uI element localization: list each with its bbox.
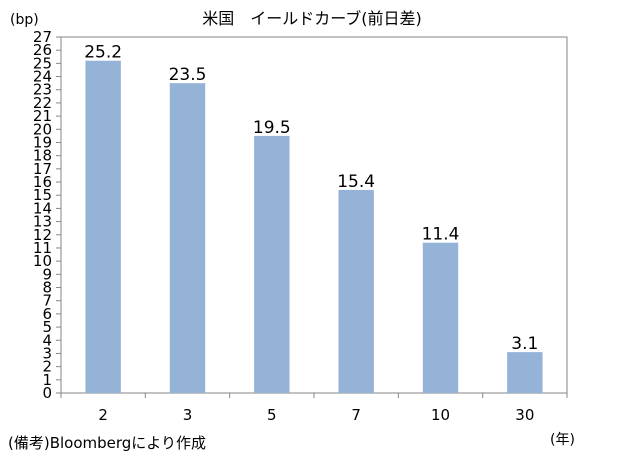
data-label: 3.1 xyxy=(511,334,538,354)
y-tick-label: 14 xyxy=(33,199,52,217)
data-label: 11.4 xyxy=(422,225,460,245)
x-tick-label: 30 xyxy=(515,406,534,424)
y-axis-unit: (bp) xyxy=(10,12,39,28)
x-tick-label: 10 xyxy=(431,406,450,424)
data-label: 25.2 xyxy=(84,43,122,63)
y-tick-label: 21 xyxy=(33,107,52,125)
y-tick-label: 9 xyxy=(42,265,52,283)
x-tick-label: 7 xyxy=(351,406,361,424)
data-label: 23.5 xyxy=(169,65,207,85)
bar-30 xyxy=(507,352,543,393)
y-tick-label: 20 xyxy=(33,120,52,138)
y-tick-label: 11 xyxy=(33,239,52,257)
y-tick-label: 13 xyxy=(33,213,52,231)
y-tick-label: 27 xyxy=(33,28,52,46)
y-tick-label: 0 xyxy=(42,384,52,402)
bar-10 xyxy=(422,242,459,393)
y-tick-label: 22 xyxy=(33,94,52,112)
x-axis-unit: (年) xyxy=(550,432,575,448)
bar-7 xyxy=(338,189,374,393)
x-tick-label: 2 xyxy=(98,406,108,424)
y-tick-label: 17 xyxy=(33,160,52,178)
y-tick-label: 23 xyxy=(33,81,52,99)
y-tick-label: 25 xyxy=(33,54,52,72)
y-tick-label: 19 xyxy=(33,133,52,151)
data-label: 19.5 xyxy=(253,118,291,138)
data-label: 15.4 xyxy=(337,172,375,192)
y-tick-label: 10 xyxy=(33,252,52,270)
y-tick-label: 7 xyxy=(42,292,52,310)
y-tick-label: 16 xyxy=(33,173,52,191)
plot-area xyxy=(60,36,568,394)
y-tick-label: 18 xyxy=(33,147,52,165)
y-tick-label: 24 xyxy=(33,68,52,86)
y-tick-label: 8 xyxy=(42,279,52,297)
y-tick-label: 26 xyxy=(33,41,52,59)
chart-title: 米国 イールドカーブ(前日差) xyxy=(202,9,422,28)
y-tick-label: 6 xyxy=(42,305,52,323)
x-tick-label: 3 xyxy=(183,406,193,424)
y-axis-ticks: 0123456789101112131415161718192021222324… xyxy=(33,28,61,402)
bar-5 xyxy=(254,135,290,393)
y-tick-label: 5 xyxy=(42,318,52,336)
x-tick-label: 5 xyxy=(267,406,277,424)
y-tick-label: 15 xyxy=(33,186,52,204)
bars xyxy=(85,60,543,394)
bar-2 xyxy=(85,60,121,393)
y-tick-label: 12 xyxy=(33,226,52,244)
source-note: (備考)Bloombergにより作成 xyxy=(8,434,206,452)
y-tick-label: 1 xyxy=(42,371,52,389)
y-tick-label: 4 xyxy=(42,331,52,349)
x-axis-ticks: 2 3 5 7 10 30 xyxy=(60,393,568,424)
y-tick-label: 2 xyxy=(42,358,52,376)
data-labels: 25.2 23.5 19.5 15.4 11.4 3.1 xyxy=(84,43,538,354)
y-tick-label: 3 xyxy=(42,344,52,362)
bar-3 xyxy=(169,83,206,394)
